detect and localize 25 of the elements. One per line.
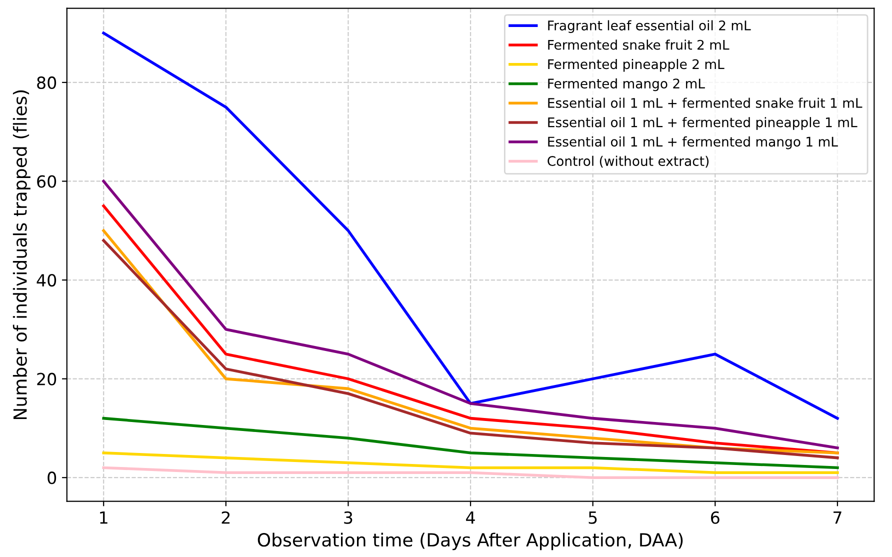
legend-label: Essential oil 1 mL + fermented snake fruit 1 mL [548,98,862,108]
x-tick-label: 7 [834,512,842,524]
legend-label: Essential oil 1 mL + fermented pineapple 1 mL [548,117,858,130]
legend-label: Fragrant leaf essential oil 2 mL [548,20,751,33]
y-tick-label: 0 [48,472,56,484]
legend-label: Essential oil 1 mL + fermented mango 1 mL [548,136,838,150]
x-tick-label: 1 [100,512,108,524]
y-tick-label: 80 [37,76,56,90]
x-axis-title: Observation time (Days After Application, DAA) [258,532,683,550]
x-tick-label: 2 [222,511,230,524]
x-tick-label: 3 [344,511,352,524]
legend-label: Fermented snake fruit 2 mL [548,40,730,50]
y-axis-title: Number of individuals trapped (flies) [12,90,30,420]
y-tick-label: 60 [37,175,56,188]
y-tick-label: 20 [37,372,56,386]
y-tick-label: 40 [36,274,56,287]
x-tick-label: 5 [588,512,597,524]
legend-label: Fermented pineapple 2 mL [548,58,724,72]
x-tick-label: 6 [711,511,720,524]
line-series [102,416,839,470]
line-series [102,452,839,474]
x-tick-label: 4 [466,512,475,524]
line-series [102,32,839,420]
legend-label: Control (without extract) [548,156,709,168]
legend-label: Fermented mango 2 mL [548,78,705,92]
